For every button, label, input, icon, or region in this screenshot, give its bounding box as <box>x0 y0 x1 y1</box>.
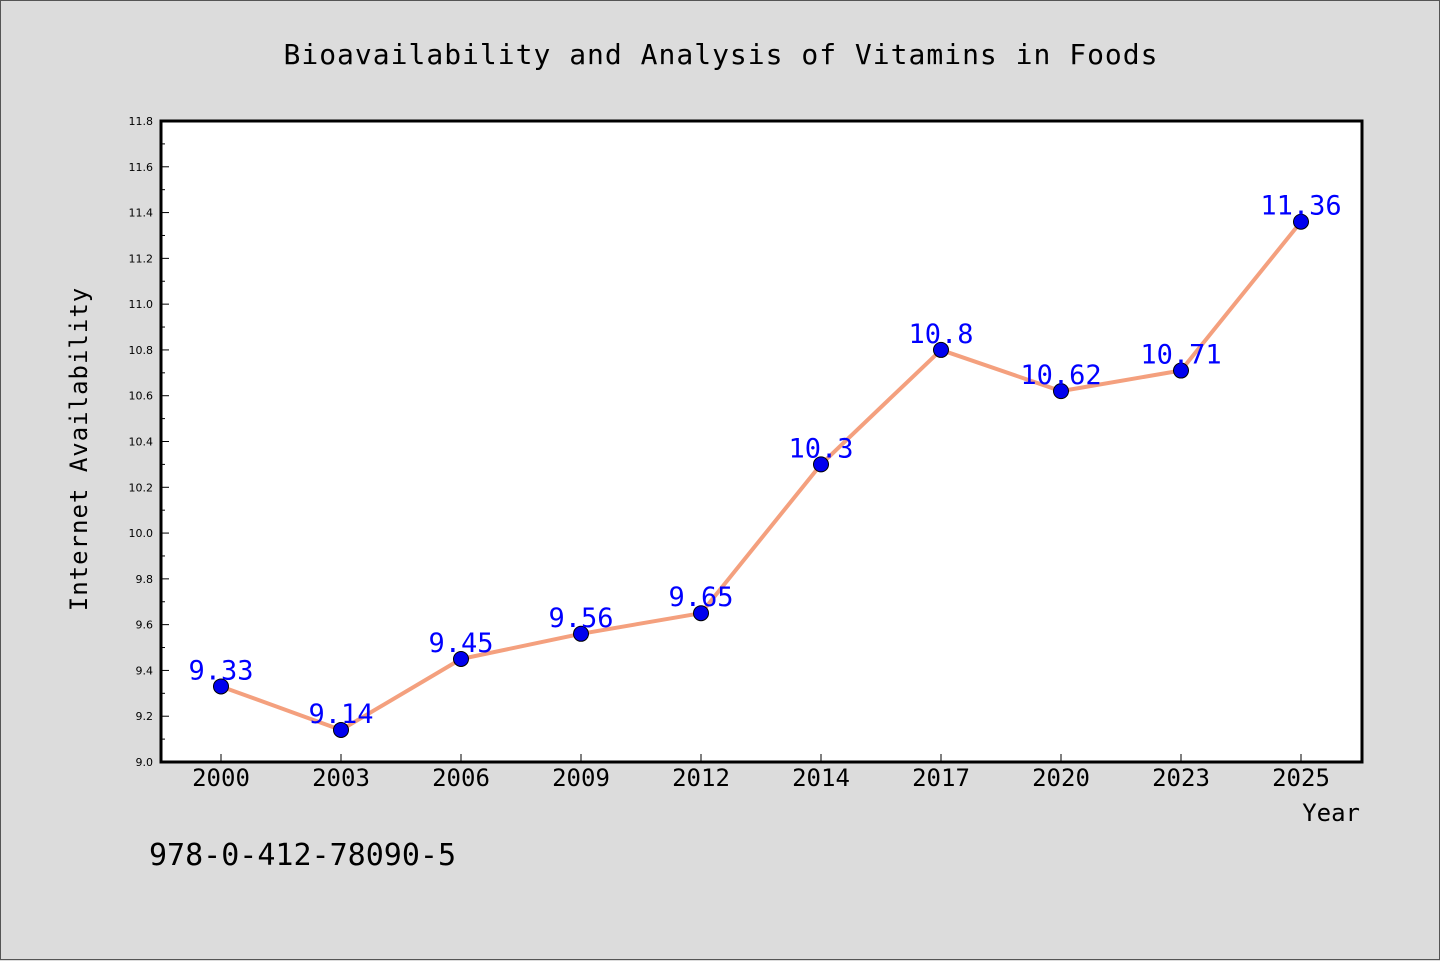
data-label: 9.56 <box>548 603 613 634</box>
series-line <box>220 220 1303 732</box>
x-tick-label: 2006 <box>432 764 490 792</box>
data-point <box>213 678 229 695</box>
x-tick-label: 2009 <box>552 764 610 792</box>
data-point <box>693 605 709 622</box>
y-tick-label: 10.8 <box>129 344 154 357</box>
y-axis: 9.0 9.2 9.4 9.6 9.8 10.0 10.2 10.4 10.6 10.8 11.0 1… <box>129 115 169 769</box>
y-tick-label: 11.6 <box>129 161 154 174</box>
data-label: 11.36 <box>1260 191 1341 222</box>
x-axis: 2000 2003 2006 2009 2012 2014 2017 2020 2023 2025 <box>192 754 1330 792</box>
data-point <box>573 625 589 642</box>
data-point <box>1173 362 1189 379</box>
x-tick-label: 2023 <box>1152 764 1210 792</box>
data-label: 10.3 <box>788 433 853 464</box>
y-tick-label: 9.6 <box>136 619 154 632</box>
x-tick-label: 2000 <box>192 764 250 792</box>
data-point <box>933 341 949 358</box>
x-tick-label: 2017 <box>912 764 970 792</box>
data-label: 10.71 <box>1140 340 1221 371</box>
y-tick-label: 10.6 <box>129 390 154 403</box>
data-label: 9.33 <box>188 655 253 686</box>
data-point <box>453 650 469 667</box>
x-tick-label: 2014 <box>792 764 850 792</box>
data-label: 9.14 <box>308 699 373 730</box>
footer-isbn: 978-0-412-78090-5 <box>149 838 456 873</box>
y-tick-label: 10.0 <box>129 527 154 540</box>
data-label: 10.62 <box>1020 360 1101 391</box>
plot-border <box>159 119 1364 764</box>
y-tick-label: 11.8 <box>129 115 154 128</box>
data-point <box>813 456 829 473</box>
x-tick-label: 2025 <box>1272 764 1330 792</box>
data-label: 10.8 <box>908 319 973 350</box>
y-tick-label: 9.0 <box>136 756 154 769</box>
data-point <box>1053 383 1069 400</box>
chart-title: Bioavailability and Analysis of Vitamins… <box>283 38 1158 71</box>
data-point <box>333 721 349 738</box>
x-tick-label: 2012 <box>672 764 730 792</box>
data-label: 9.65 <box>668 582 733 613</box>
y-tick-label: 10.2 <box>129 481 154 494</box>
y-tick-label: 11.4 <box>129 207 154 220</box>
y-tick-label: 9.4 <box>136 664 154 677</box>
x-axis-label: Year <box>1302 799 1360 827</box>
y-axis-label: Internet Availability <box>65 287 93 611</box>
y-tick-label: 11.2 <box>129 252 154 265</box>
y-tick-label: 9.8 <box>136 573 154 586</box>
x-tick-label: 2020 <box>1032 764 1090 792</box>
data-point <box>1293 213 1309 230</box>
y-tick-label: 9.2 <box>136 710 154 723</box>
data-labels: 9.33 9.14 9.45 9.56 9.65 10.3 10.8 10.62 10.71 11… <box>188 191 1341 730</box>
y-tick-label: 10.4 <box>129 436 154 449</box>
plot-area <box>161 121 1362 762</box>
x-tick-label: 2003 <box>312 764 370 792</box>
series-markers <box>213 213 1309 738</box>
data-label: 9.45 <box>428 628 493 659</box>
y-tick-label: 11.0 <box>129 298 154 311</box>
